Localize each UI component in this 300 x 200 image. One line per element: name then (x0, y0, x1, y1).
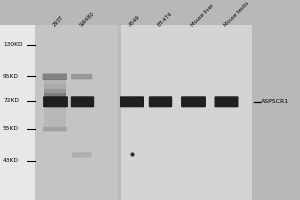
Bar (44, 89, 66, 93)
Bar (252, 25, 300, 200)
FancyBboxPatch shape (71, 74, 92, 79)
Text: 55KD: 55KD (3, 126, 19, 131)
FancyBboxPatch shape (214, 96, 239, 107)
FancyBboxPatch shape (71, 96, 94, 107)
Bar (118, 25, 252, 200)
Text: 130KD: 130KD (3, 42, 22, 47)
Text: A549: A549 (128, 14, 142, 27)
FancyBboxPatch shape (181, 96, 206, 107)
Bar (44, 79, 66, 84)
Text: 95KD: 95KD (3, 74, 19, 79)
Text: 72KD: 72KD (3, 98, 19, 103)
Bar (44, 107, 66, 127)
Text: Mouse testis: Mouse testis (223, 0, 250, 27)
FancyBboxPatch shape (43, 96, 68, 107)
Bar (44, 93, 66, 97)
FancyBboxPatch shape (72, 152, 92, 157)
Text: 43KD: 43KD (3, 158, 19, 163)
Bar (34, 25, 119, 200)
FancyBboxPatch shape (120, 96, 144, 107)
Text: SW480: SW480 (79, 10, 96, 27)
FancyBboxPatch shape (149, 96, 172, 107)
FancyBboxPatch shape (43, 73, 67, 80)
Text: ASPSCR1: ASPSCR1 (261, 99, 289, 104)
Bar (0, 25, 34, 200)
Bar (44, 84, 66, 89)
Text: Mouse liver: Mouse liver (190, 2, 215, 27)
Text: BT-474: BT-474 (157, 11, 173, 27)
Text: 293T: 293T (52, 14, 65, 27)
FancyBboxPatch shape (43, 127, 67, 131)
